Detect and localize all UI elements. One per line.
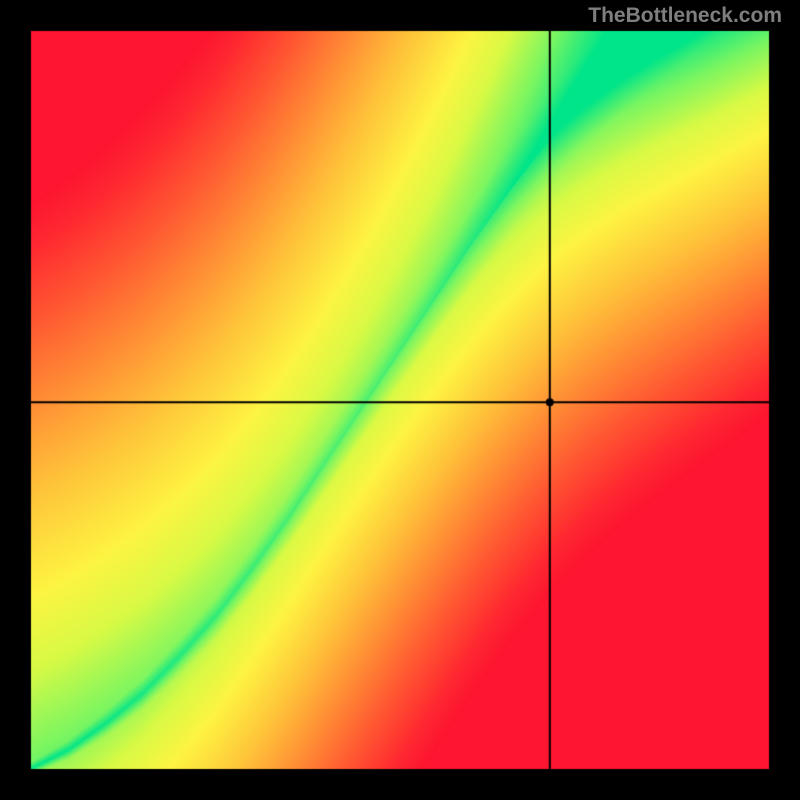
bottleneck-heatmap — [0, 0, 800, 800]
watermark-text: TheBottleneck.com — [588, 4, 782, 28]
root: TheBottleneck.com — [0, 0, 800, 800]
